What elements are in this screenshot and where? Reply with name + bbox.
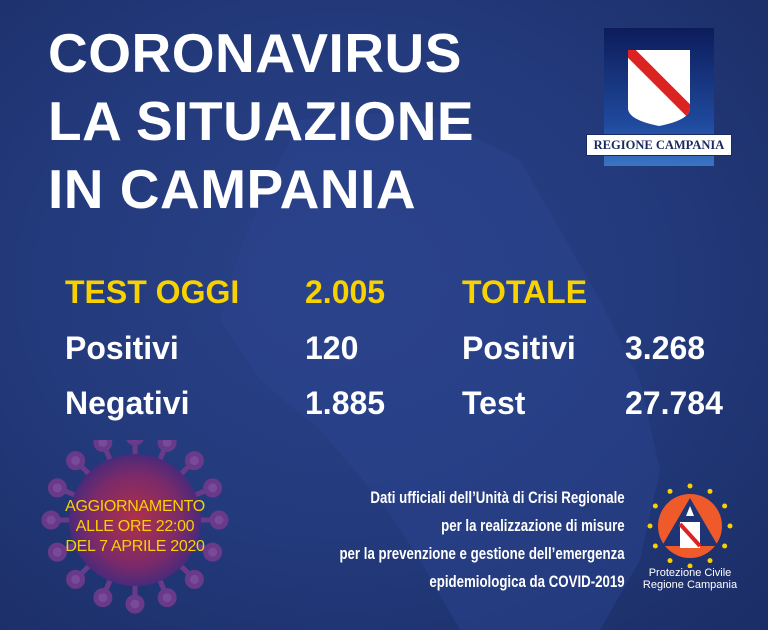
virus-spike-tip [41, 510, 61, 530]
title-line-1: CORONAVIRUS [48, 22, 462, 84]
virus-spike-tip [93, 588, 113, 608]
virus-spike-tip [47, 542, 67, 562]
virus-spike-tip [66, 451, 86, 471]
title-line-2: LA SITUAZIONE [48, 90, 475, 152]
star-icon [647, 523, 653, 529]
star-icon [667, 558, 673, 564]
logo-text: REGIONE CAMPANIA [586, 134, 732, 156]
virus-spike-tip [157, 440, 177, 452]
virus-icon [41, 440, 229, 614]
star-icon [652, 543, 658, 549]
star-icon [687, 483, 693, 489]
total-test-label: Test [462, 385, 526, 421]
footer-line-4: epidemiologica da COVID-2019 [429, 572, 625, 591]
star-icon [667, 488, 673, 494]
footer-line-3: per la prevenzione e gestione dell’emerg… [339, 544, 625, 563]
update-line-1: AGGIORNAMENTO [65, 498, 205, 515]
virus-spike-tip [47, 478, 67, 498]
virus-spike-tip [157, 588, 177, 608]
footer-line-2: per la realizzazione di misure [441, 516, 625, 535]
star-icon [687, 563, 693, 568]
today-negative: 1.885 [305, 385, 386, 421]
virus-spike-tip [66, 569, 86, 589]
campania-shield-icon [628, 50, 690, 126]
virus-spike-tip [209, 510, 229, 530]
update-line-3: DEL 7 APRILE 2020 [65, 538, 205, 555]
title-line-3: IN CAMPANIA [48, 158, 417, 220]
today-positive-label: Positivi [65, 330, 179, 366]
today-negative-label: Negativi [65, 385, 190, 421]
total-positive: 3.268 [625, 330, 706, 366]
total-header: TOTALE [462, 274, 588, 310]
total-tests: 27.784 [625, 385, 723, 421]
protezione-civile-logo-icon [647, 483, 733, 568]
star-icon [707, 558, 713, 564]
regione-campania-logo: REGIONE CAMPANIA [586, 28, 732, 166]
protezione-line-1: Protezione Civile [648, 567, 732, 579]
today-header: TEST OGGI [65, 274, 240, 310]
total-positive-label: Positivi [462, 330, 576, 366]
virus-spike-tip [184, 569, 204, 589]
protezione-line-2: Regione Campania [642, 579, 738, 591]
footer-note: Dati ufficiali dell’Unità di Crisi Regio… [340, 484, 625, 596]
update-line-2: ALLE ORE 22:00 [75, 518, 195, 535]
virus-spike-tip [93, 440, 113, 452]
star-icon [722, 543, 728, 549]
virus-spike-tip [126, 440, 144, 446]
star-icon [707, 488, 713, 494]
virus-spike-tip [184, 451, 204, 471]
virus-spike-tip [125, 594, 145, 614]
today-positive: 120 [305, 330, 359, 366]
star-icon [652, 503, 658, 509]
star-icon [727, 523, 733, 529]
footer-line-1: Dati ufficiali dell’Unità di Crisi Regio… [370, 488, 625, 507]
star-icon [722, 503, 728, 509]
update-info: AGGIORNAMENTO ALLE ORE 22:00 DEL 7 APRIL… [40, 497, 230, 557]
today-tests: 2.005 [305, 274, 386, 310]
virus-spike-tip [203, 478, 223, 498]
virus-spike-tip [203, 542, 223, 562]
protezione-civile-text: Protezione Civile Regione Campania [630, 567, 750, 591]
